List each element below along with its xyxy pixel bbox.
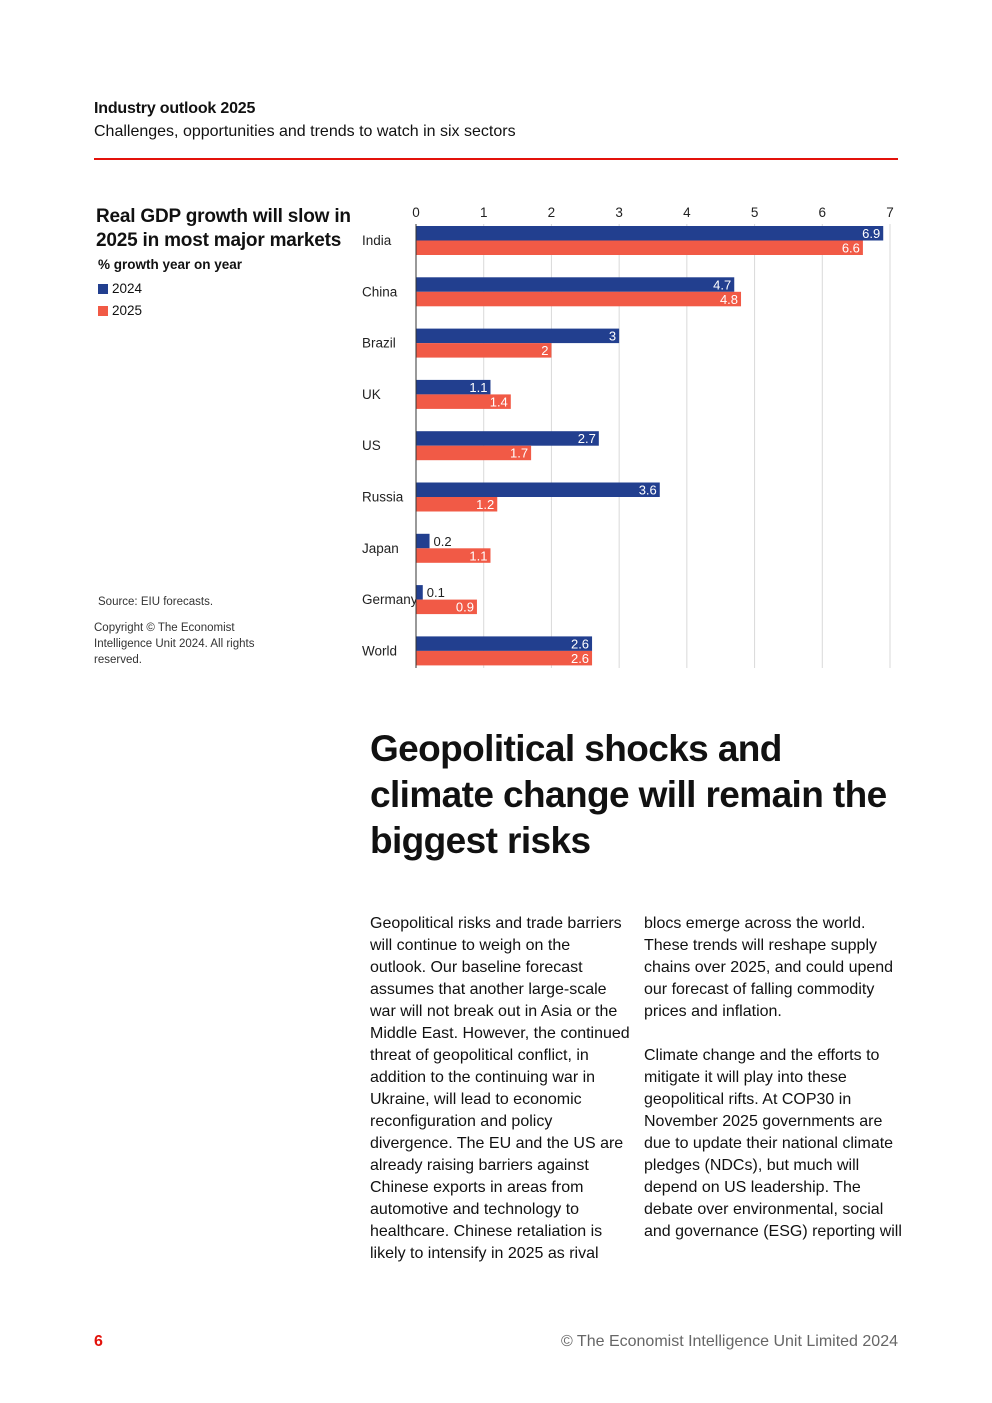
article-column-1: Geopolitical risks and trade barriers wi… <box>370 913 630 1287</box>
data-label: 1.1 <box>469 548 487 563</box>
bar-2025 <box>416 599 477 615</box>
legend-swatch-2025 <box>98 305 108 316</box>
data-label: 0.9 <box>456 600 474 615</box>
bar-2025 <box>416 497 498 512</box>
gdp-bar-chart: 0 1 2 3 4 5 6 7 India 6.96.6 China 4.74.8 Brazil 3 2 UK… <box>362 205 894 668</box>
category-label: UK <box>362 387 381 402</box>
category-label: China <box>362 284 398 299</box>
legend-swatch-2024 <box>98 283 108 294</box>
category-label: Brazil <box>362 336 396 351</box>
x-tick-label: 3 <box>615 205 623 220</box>
data-label: 1.7 <box>510 446 528 461</box>
article-paragraph: blocs emerge across the world. These tre… <box>644 915 894 1020</box>
data-label: 4.7 <box>713 277 731 292</box>
report-subtitle: Challenges, opportunities and trends to … <box>94 123 516 140</box>
category-label: World <box>362 643 397 658</box>
bar-2025 <box>416 650 593 666</box>
page-number: 6 <box>94 1333 103 1350</box>
header-divider <box>94 158 898 160</box>
legend-item-2025: 2025 <box>98 303 142 318</box>
bar-2025 <box>416 240 863 255</box>
article-column-2: blocs emerge across the world. These tre… <box>644 913 904 1265</box>
data-label: 1.1 <box>469 380 487 395</box>
x-tick-label: 2 <box>548 205 556 220</box>
data-label: 6.9 <box>862 226 880 241</box>
legend-label-2024: 2024 <box>112 281 143 296</box>
article-headline: Geopolitical shocks and climate change w… <box>370 728 887 861</box>
category-label: Japan <box>362 541 399 556</box>
data-label: 2.7 <box>578 431 596 446</box>
bar-2024 <box>416 277 735 292</box>
chart-units: % growth year on year <box>98 257 243 272</box>
bar-2025 <box>416 445 532 461</box>
bar-2025 <box>416 291 742 307</box>
legend-label-2025: 2025 <box>112 303 143 318</box>
bar-2024 <box>416 226 884 241</box>
bar-2024 <box>416 482 660 497</box>
data-label: 2.6 <box>571 636 589 651</box>
x-tick-label: 5 <box>751 205 759 220</box>
bar-2024 <box>416 379 491 395</box>
bar-2024 <box>416 533 430 549</box>
data-label: 2 <box>541 343 548 358</box>
category-label: Germany <box>362 592 418 607</box>
report-title: Industry outlook 2025 <box>94 100 256 117</box>
data-label: 1.4 <box>490 394 508 409</box>
data-label: 3.6 <box>639 483 657 498</box>
bar-2025 <box>416 548 491 563</box>
bar-2025 <box>416 343 552 358</box>
chart-source: Source: EIU forecasts. <box>98 596 214 608</box>
category-label: US <box>362 438 381 453</box>
data-label: 6.6 <box>842 241 860 256</box>
legend-item-2024: 2024 <box>98 281 142 296</box>
bar-2024 <box>416 585 423 600</box>
x-tick-label: 4 <box>683 205 691 220</box>
x-tick-label: 6 <box>819 205 827 220</box>
data-label: 1.2 <box>476 497 494 512</box>
article-paragraph: Geopolitical risks and trade barriers wi… <box>370 915 630 1262</box>
article-paragraph: Climate change and the efforts to mitiga… <box>644 1047 902 1240</box>
bar-2024 <box>416 431 599 446</box>
data-label: 0.2 <box>434 534 452 549</box>
x-tick-label: 7 <box>886 205 894 220</box>
x-tick-label: 1 <box>480 205 488 220</box>
data-label: 3 <box>609 329 616 344</box>
footer-copyright: © The Economist Intelligence Unit Limite… <box>560 1333 898 1350</box>
data-label: 4.8 <box>720 292 738 307</box>
bar-2025 <box>416 394 511 409</box>
x-tick-label: 0 <box>412 205 420 220</box>
category-label: Russia <box>362 490 404 505</box>
data-label: 2.6 <box>571 651 589 666</box>
bar-2024 <box>416 636 593 651</box>
bar-2024 <box>416 328 620 344</box>
data-label: 0.1 <box>427 585 445 600</box>
chart-copyright: Copyright © The Economist Intelligence U… <box>94 622 255 666</box>
chart-title: Real GDP growth will slow in 2025 in mos… <box>96 206 351 251</box>
category-label: India <box>362 233 392 248</box>
